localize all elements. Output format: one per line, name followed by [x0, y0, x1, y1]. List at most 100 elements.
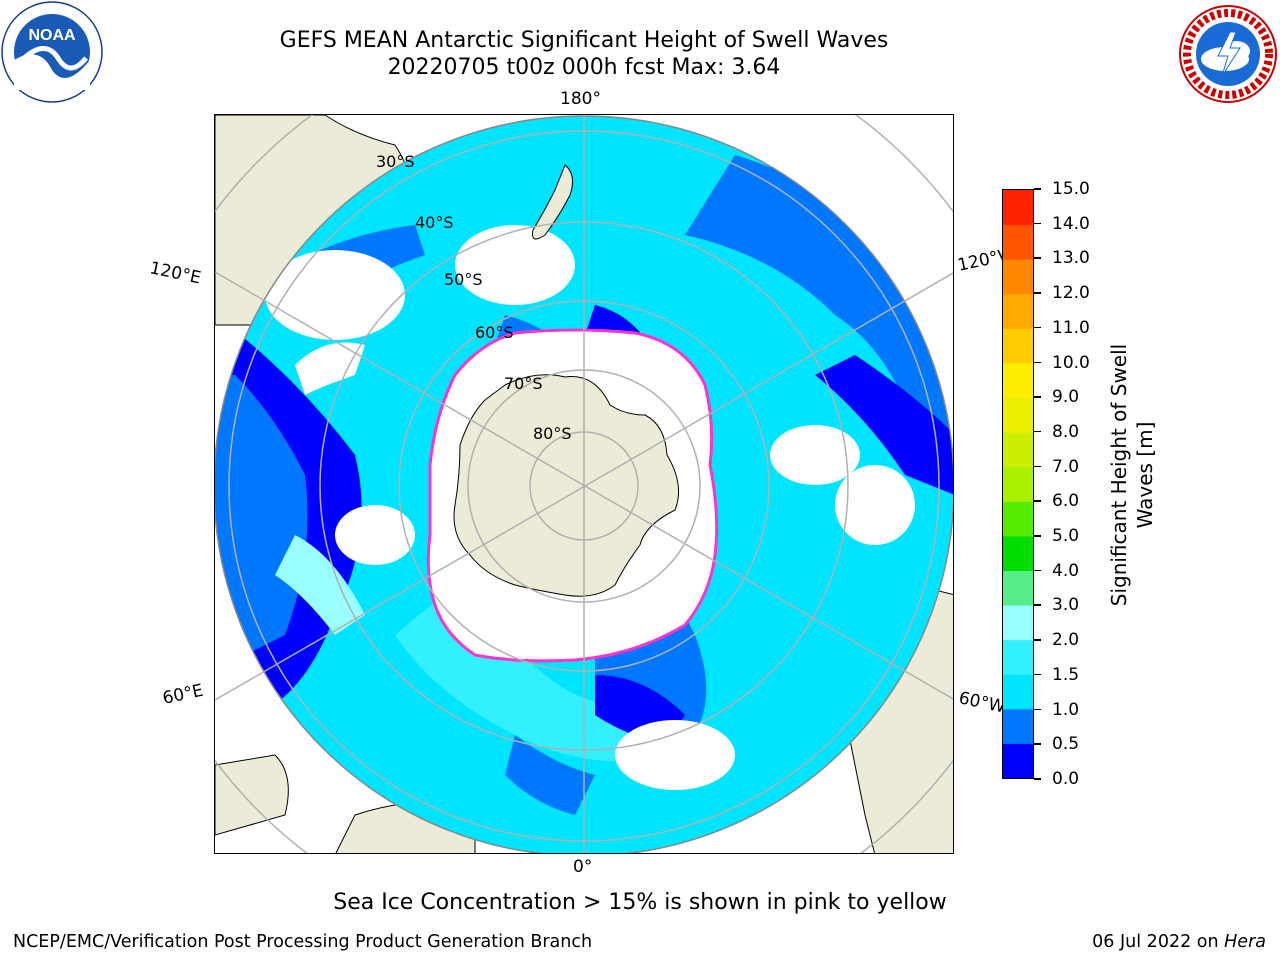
graticule [215, 115, 953, 853]
colorbar-segment [1003, 432, 1033, 468]
footer-credit: NCEP/EMC/Verification Post Processing Pr… [13, 932, 593, 952]
colorbar-tick-mark [1034, 535, 1041, 537]
colorbar-tick-mark [1034, 326, 1041, 329]
colorbar-segment [1003, 570, 1033, 606]
colorbar-tick-mark [1034, 778, 1041, 780]
colorbar-tick-mark [1034, 188, 1041, 190]
lat-label-30s: 30°S [376, 152, 415, 171]
polar-map [214, 114, 954, 854]
colorbar-tick-mark [1034, 361, 1041, 364]
colorbar-tick-label: 13.0 [1052, 248, 1090, 269]
colorbar-segment [1003, 535, 1033, 571]
colorbar-tick: 4.0 [1034, 561, 1104, 581]
colorbar-tick-label: 12.0 [1052, 283, 1090, 304]
colorbar-segment [1003, 743, 1033, 778]
colorbar-tick-mark [1034, 708, 1041, 711]
lat-label-70s: 70°S [504, 374, 543, 393]
lon-label-120e: 120°E [147, 258, 203, 289]
colorbar-tick: 0.0 [1034, 769, 1104, 789]
colorbar-tick-mark [1034, 639, 1041, 641]
antarctica [453, 374, 680, 597]
colorbar-tick: 11.0 [1034, 318, 1104, 338]
colorbar-segment [1003, 293, 1033, 329]
colorbar-tick: 12.0 [1034, 283, 1104, 303]
colorbar [1002, 189, 1034, 779]
colorbar-tick-mark [1034, 430, 1041, 433]
lon-label-60e: 60°E [160, 680, 206, 709]
nws-logo [1179, 5, 1277, 103]
colorbar-tick: 6.0 [1034, 491, 1104, 511]
colorbar-ticks: 0.0 0.5 1.0 1.5 2.0 3.0 4.0 5.0 6.0 7.0 8.0 9.0 10.0… [1034, 179, 1114, 789]
colorbar-tick-mark [1034, 569, 1041, 572]
colorbar-tick-label: 4.0 [1052, 560, 1080, 581]
lat-label-50s: 50°S [444, 270, 483, 289]
colorbar-tick-mark [1034, 222, 1041, 225]
swell-field [215, 116, 953, 853]
colorbar-segment [1003, 501, 1033, 537]
new-zealand [532, 164, 574, 240]
colorbar-tick-label: 11.0 [1052, 317, 1090, 338]
colorbar-tick: 15.0 [1034, 179, 1104, 199]
lon-label-60w: 60°W [956, 688, 1008, 718]
noaa-logo-text: NOAA [28, 27, 76, 44]
colorbar-tick: 7.0 [1034, 457, 1104, 477]
footer-date-text: 06 Jul 2022 on [1092, 932, 1225, 952]
colorbar-tick-mark [1034, 396, 1041, 398]
forecast-info: 20220705 t00z 000h fcst Max: 3.64 [387, 55, 781, 80]
colorbar-tick-mark [1034, 743, 1041, 745]
noaa-logo: NOAA [1, 1, 103, 103]
colorbar-segment [1003, 674, 1033, 710]
lon-label-180: 180° [560, 89, 601, 109]
colorbar-segment [1003, 328, 1033, 364]
colorbar-segment [1003, 362, 1033, 399]
sea-ice-note: Sea Ice Concentration > 15% is shown in … [333, 890, 947, 915]
colorbar-tick-mark [1034, 604, 1041, 606]
colorbar-tick-mark [1034, 673, 1041, 676]
colorbar-tick: 10.0 [1034, 353, 1104, 373]
colorbar-tick-label: 6.0 [1052, 491, 1080, 512]
colorbar-tick-label: 15.0 [1052, 179, 1090, 199]
colorbar-segment [1003, 708, 1033, 744]
colorbar-tick-label: 7.0 [1052, 456, 1080, 477]
colorbar-tick-label: 1.5 [1052, 664, 1080, 685]
colorbar-tick-label: 1.0 [1052, 699, 1080, 720]
colorbar-label: Significant Height of Swell Waves [m] [1107, 343, 1157, 607]
colorbar-tick-label: 9.0 [1052, 387, 1080, 408]
colorbar-tick-label: 0.0 [1052, 769, 1080, 789]
chart-title: GEFS MEAN Antarctic Significant Height o… [279, 28, 889, 53]
colorbar-tick-label: 5.0 [1052, 526, 1080, 547]
colorbar-tick: 2.0 [1034, 630, 1104, 650]
colorbar-segment [1003, 259, 1033, 295]
lat-label-60s: 60°S [475, 323, 514, 342]
colorbar-segment [1003, 397, 1033, 433]
colorbar-tick-label: 2.0 [1052, 630, 1080, 651]
colorbar-segment [1003, 224, 1033, 260]
footer-system: Hera [1224, 932, 1266, 952]
colorbar-segment [1003, 639, 1033, 675]
colorbar-tick-label: 3.0 [1052, 595, 1080, 616]
colorbar-tick: 1.5 [1034, 665, 1104, 685]
colorbar-tick-mark [1034, 257, 1041, 259]
lon-label-0: 0° [573, 857, 593, 877]
footer-date: 06 Jul 2022 on Hera [1092, 932, 1266, 952]
colorbar-tick-mark [1034, 292, 1041, 294]
colorbar-tick-label: 10.0 [1052, 352, 1090, 373]
lat-label-80s: 80°S [533, 424, 572, 443]
colorbar-tick: 1.0 [1034, 700, 1104, 720]
colorbar-tick-mark [1034, 500, 1041, 502]
colorbar-tick: 3.0 [1034, 595, 1104, 615]
colorbar-tick-label: 14.0 [1052, 213, 1090, 234]
colorbar-tick: 0.5 [1034, 734, 1104, 754]
colorbar-segment [1003, 466, 1033, 502]
colorbar-segment [1003, 190, 1033, 226]
colorbar-tick: 14.0 [1034, 214, 1104, 234]
colorbar-tick: 13.0 [1034, 248, 1104, 268]
colorbar-tick-mark [1034, 465, 1041, 468]
colorbar-segment [1003, 605, 1033, 641]
lat-label-40s: 40°S [415, 213, 454, 232]
colorbar-tick-label: 0.5 [1052, 734, 1080, 755]
colorbar-tick: 5.0 [1034, 526, 1104, 546]
colorbar-tick-label: 8.0 [1052, 421, 1080, 442]
colorbar-tick: 9.0 [1034, 387, 1104, 407]
colorbar-tick: 8.0 [1034, 422, 1104, 442]
